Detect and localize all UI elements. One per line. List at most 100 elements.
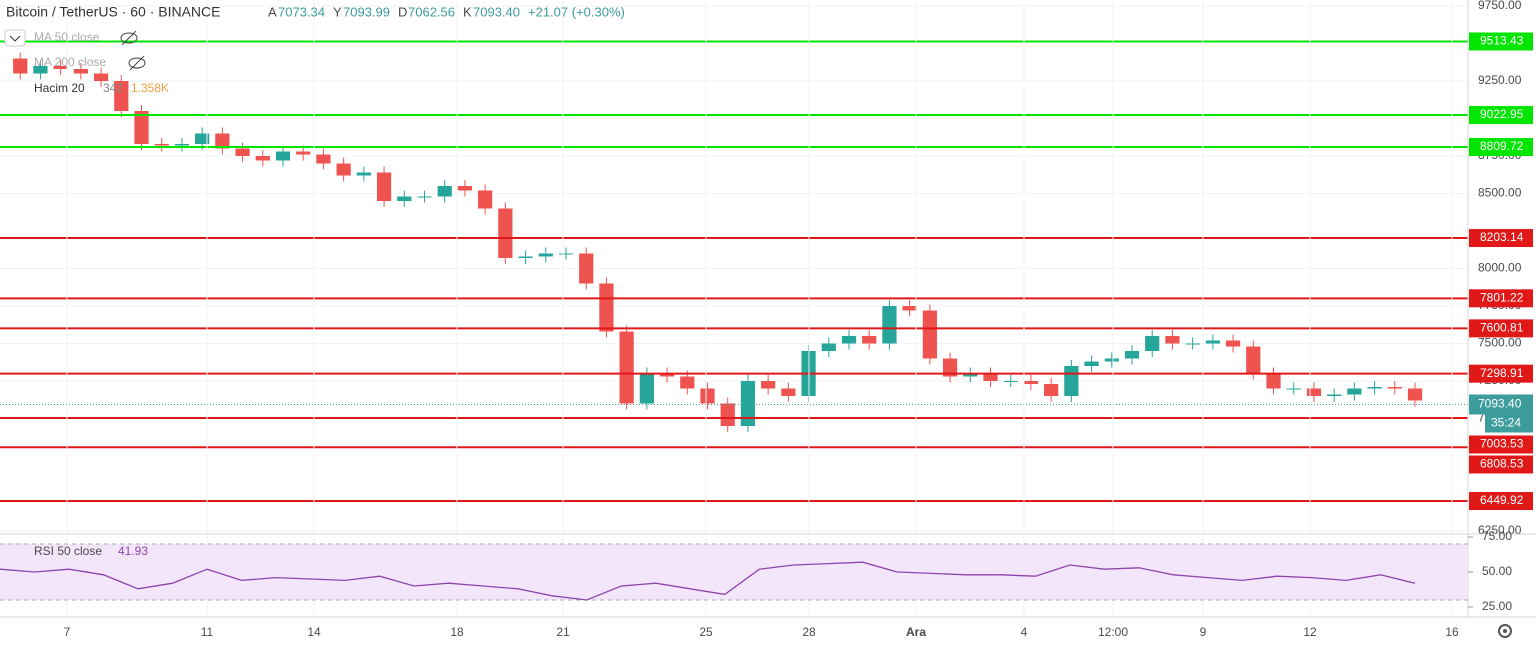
- candle: [558, 253, 574, 255]
- candle: [902, 306, 917, 311]
- countdown-bg: [1485, 414, 1533, 433]
- x-tick-label: 21: [556, 625, 570, 639]
- countdown-label: 35:24: [1491, 416, 1521, 430]
- candle: [1246, 346, 1261, 374]
- rsi-band: [0, 544, 1468, 600]
- symbol: Bitcoin / TetherUS · 60 · BINANCE: [6, 4, 220, 20]
- candle: [518, 256, 533, 258]
- level-label: 9022.95: [1480, 107, 1524, 121]
- candle: [195, 133, 210, 144]
- ohlc-key: A: [268, 4, 277, 19]
- candle: [862, 336, 877, 344]
- y-tick-label: 25.00: [1482, 599, 1512, 613]
- x-tick-label: 4: [1021, 625, 1028, 639]
- indicator-name: MA 200 close: [34, 55, 106, 69]
- candle: [761, 381, 776, 389]
- candle: [680, 376, 695, 389]
- candle: [1225, 340, 1241, 347]
- visibility-icon: [120, 32, 138, 44]
- candle: [599, 283, 614, 332]
- ohlc-key: K: [463, 4, 472, 19]
- candle: [1185, 343, 1200, 345]
- candle: [235, 148, 250, 156]
- candle: [1003, 381, 1018, 382]
- candle: [841, 336, 857, 344]
- candle: [154, 144, 169, 146]
- candle: [639, 373, 654, 404]
- settings-icon[interactable]: [1498, 624, 1512, 638]
- candle: [174, 144, 190, 146]
- level-label: 6449.92: [1480, 493, 1524, 507]
- candle: [1145, 336, 1160, 351]
- level-label-bg: [1469, 106, 1533, 125]
- candle: [33, 66, 48, 74]
- price-pane: 9750.009250.008750.008500.008000.007750.…: [0, 0, 1533, 639]
- candle: [417, 196, 432, 198]
- candle: [821, 343, 836, 351]
- rsi-line: [0, 561, 1416, 601]
- candle: [1306, 388, 1322, 396]
- level-label: 7003.53: [1480, 437, 1524, 451]
- level-label: 7801.22: [1480, 290, 1524, 304]
- collapse-button[interactable]: [4, 29, 26, 47]
- candle: [781, 388, 796, 396]
- level-label: 8809.72: [1480, 139, 1524, 153]
- ohlc-value: 7093.99: [343, 4, 390, 19]
- header: Bitcoin / TetherUS · 60 · BINANCE A 7073.3…: [6, 4, 625, 95]
- x-tick-label: Ara: [906, 625, 926, 639]
- candle: [73, 69, 88, 74]
- candle: [13, 58, 28, 74]
- candle: [700, 388, 715, 404]
- x-tick-label: 12:00: [1098, 625, 1128, 639]
- candle: [134, 111, 149, 144]
- candle: [457, 186, 473, 191]
- ohlc-value: 7062.56: [408, 4, 455, 19]
- y-tick-label: 9750.00: [1478, 0, 1522, 12]
- ohlc-value: 7073.34: [278, 4, 325, 19]
- candle: [275, 151, 291, 161]
- candle: [1407, 388, 1423, 401]
- candle: [1205, 340, 1220, 344]
- x-tick-label: 25: [699, 625, 713, 639]
- candle: [1104, 358, 1119, 362]
- level-label: 9513.43: [1480, 34, 1524, 48]
- level-label-bg: [1469, 319, 1533, 338]
- level-label: 8203.14: [1480, 230, 1524, 244]
- ohlc-key: Y: [333, 4, 342, 19]
- candle: [983, 373, 998, 381]
- candle: [53, 66, 68, 69]
- candle: [659, 373, 675, 377]
- rsi-pane: 75.00 50.00 25.00 RSI 50 close 41.93: [0, 529, 1512, 613]
- candle: [1064, 366, 1079, 396]
- candle: [356, 172, 371, 176]
- candle: [114, 81, 129, 111]
- candle: [579, 253, 594, 284]
- x-tick-label: 14: [307, 625, 321, 639]
- candle: [942, 358, 958, 377]
- y-tick-label: 7500.00: [1478, 336, 1522, 350]
- candle: [397, 196, 412, 201]
- level-label: 7600.81: [1480, 321, 1524, 335]
- candle: [1023, 381, 1039, 384]
- y-tick-label: 8000.00: [1478, 261, 1522, 275]
- candle: [316, 154, 331, 164]
- candle: [498, 208, 513, 258]
- candle: [1286, 388, 1301, 390]
- ohlc-key: D: [398, 4, 407, 19]
- candle: [922, 310, 937, 359]
- x-tick-label: 7: [64, 625, 71, 639]
- indicator-extra: 1.358K: [131, 81, 169, 95]
- candle: [740, 381, 756, 426]
- candle: [538, 253, 553, 257]
- candle: [1347, 388, 1362, 395]
- candle: [93, 73, 109, 81]
- x-tick-label: 9: [1200, 625, 1207, 639]
- candle: [437, 186, 452, 197]
- level-label-bg: [1469, 32, 1533, 51]
- candle: [376, 172, 392, 201]
- ohlc-value: 7093.40: [473, 4, 520, 19]
- candle: [1327, 394, 1342, 396]
- y-tick-label: 9250.00: [1478, 73, 1522, 87]
